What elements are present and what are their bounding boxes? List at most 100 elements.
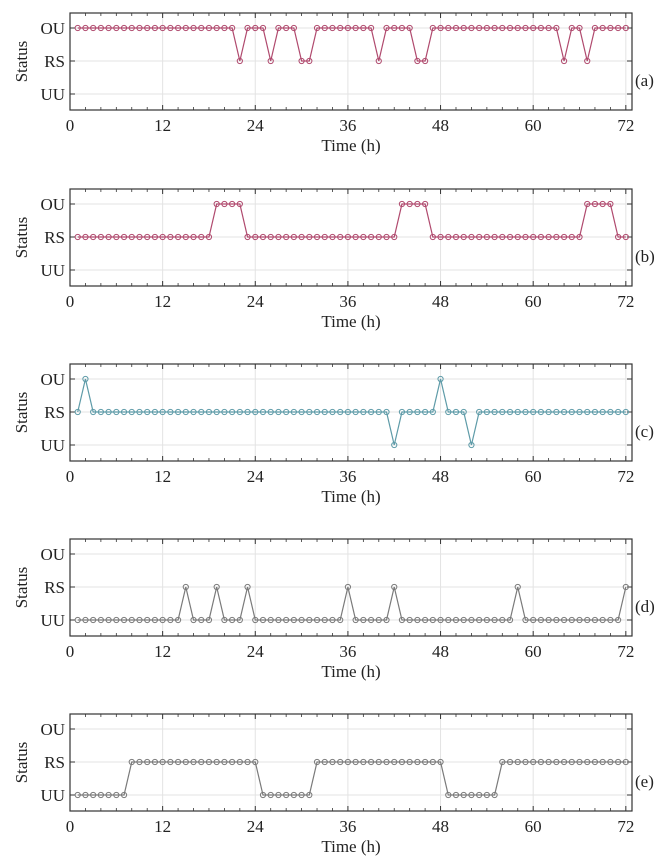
x-tick-label: 72 — [617, 817, 634, 836]
data-point — [105, 616, 112, 624]
data-point — [213, 200, 220, 208]
data-point — [252, 758, 259, 766]
data-point — [252, 616, 259, 624]
y-tick-label: UU — [40, 786, 65, 805]
data-point — [429, 616, 436, 624]
data-point — [591, 408, 599, 416]
x-tick-label: 0 — [66, 642, 75, 661]
data-point — [97, 233, 104, 241]
data-point — [398, 24, 406, 32]
data-point — [329, 24, 336, 32]
data-point — [476, 791, 483, 799]
data-point — [367, 408, 375, 416]
data-point — [506, 408, 514, 416]
data-point — [530, 408, 537, 416]
x-tick-label: 36 — [339, 467, 356, 486]
data-point — [499, 24, 506, 32]
data-point — [90, 24, 97, 32]
data-point — [553, 24, 560, 32]
data-point — [144, 233, 151, 241]
data-point — [560, 616, 568, 624]
data-point — [383, 758, 390, 766]
data-point — [622, 583, 629, 591]
data-point — [136, 758, 143, 766]
data-point — [483, 791, 490, 799]
data-point — [159, 616, 166, 624]
data-point — [97, 408, 104, 416]
data-point — [437, 233, 444, 241]
data-point — [182, 24, 189, 32]
data-point — [283, 408, 290, 416]
data-point — [568, 758, 575, 766]
data-point — [120, 233, 128, 241]
data-point — [113, 791, 120, 799]
data-point — [159, 24, 166, 32]
data-point — [375, 758, 382, 766]
data-point — [584, 408, 591, 416]
x-tick-label: 0 — [66, 817, 75, 836]
data-point — [422, 408, 429, 416]
data-point — [82, 616, 89, 624]
x-tick-label: 12 — [154, 116, 171, 135]
data-point — [584, 57, 591, 65]
data-point — [491, 24, 498, 32]
data-point — [74, 408, 81, 416]
data-point — [144, 616, 151, 624]
y-axis-label: Status — [12, 217, 31, 259]
data-point — [383, 616, 390, 624]
panel-a: 0 12 24 36 48 60 72 UU RS OU Time (h) Status (a) — [12, 12, 654, 155]
data-point — [344, 758, 352, 766]
data-point — [553, 758, 560, 766]
data-point — [174, 408, 182, 416]
data-point — [229, 616, 236, 624]
data-point — [97, 24, 104, 32]
data-point — [499, 233, 506, 241]
series-line — [77, 586, 627, 621]
data-point — [244, 24, 251, 32]
series-line — [77, 27, 626, 62]
data-point — [367, 758, 375, 766]
data-point — [120, 24, 128, 32]
data-point — [182, 233, 189, 241]
data-point — [367, 616, 375, 624]
data-point — [398, 200, 406, 208]
data-point — [337, 408, 344, 416]
data-point — [174, 24, 182, 32]
x-tick-label: 24 — [247, 292, 265, 311]
data-point — [97, 616, 104, 624]
x-tick-label: 72 — [617, 292, 634, 311]
data-point — [321, 758, 328, 766]
data-point — [545, 233, 552, 241]
series-line — [77, 378, 626, 446]
data-point — [198, 616, 205, 624]
data-point — [360, 758, 367, 766]
x-tick-label: 0 — [66, 292, 75, 311]
data-point — [576, 408, 583, 416]
data-point — [90, 616, 97, 624]
data-point — [391, 233, 398, 241]
data-point — [229, 200, 236, 208]
data-point — [514, 583, 521, 591]
data-point — [352, 616, 359, 624]
data-point — [422, 758, 429, 766]
data-point — [267, 791, 274, 799]
data-point — [615, 616, 622, 624]
panel-label: (e) — [635, 772, 654, 791]
x-tick-label: 48 — [432, 116, 449, 135]
x-tick-label: 0 — [66, 116, 75, 135]
x-tick-label: 12 — [154, 817, 171, 836]
data-point — [229, 24, 236, 32]
data-point — [406, 408, 413, 416]
data-point — [82, 24, 89, 32]
x-tick-label: 24 — [247, 642, 265, 661]
data-point — [545, 408, 552, 416]
y-tick-label: UU — [40, 85, 65, 104]
data-point — [159, 408, 166, 416]
data-point — [321, 24, 328, 32]
x-tick-label: 60 — [525, 116, 542, 135]
data-point — [383, 24, 390, 32]
x-tick-label: 60 — [525, 292, 542, 311]
data-point — [321, 616, 328, 624]
data-point — [360, 616, 367, 624]
y-axis-label: Status — [12, 41, 31, 83]
